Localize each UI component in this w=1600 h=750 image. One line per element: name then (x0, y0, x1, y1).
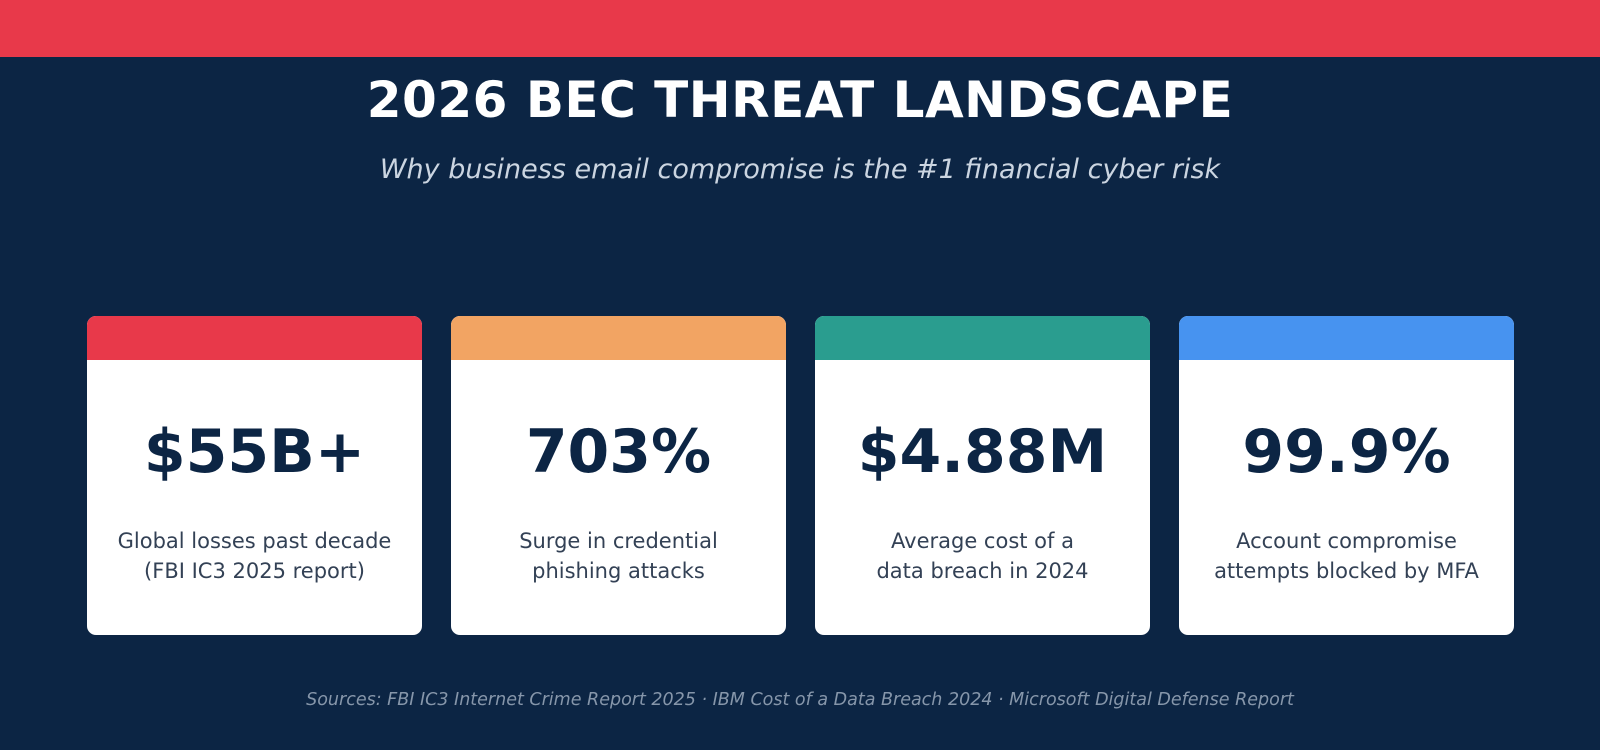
stat-description-line: Global losses past decade (117, 529, 392, 553)
stat-card-breach-cost: $4.88M Average cost of a data breach in … (815, 316, 1150, 635)
stat-value: 99.9% (1242, 417, 1451, 487)
stat-card-phishing-surge: 703% Surge in credential phishing attack… (451, 316, 786, 635)
stat-description: Global losses past decade (FBI IC3 2025 … (97, 526, 412, 586)
stat-value: $4.88M (857, 417, 1108, 487)
stat-description: Surge in credential phishing attacks (461, 526, 776, 586)
page-subtitle: Why business email compromise is the #1 … (379, 154, 1221, 185)
page-title: 2026 BEC THREAT LANDSCAPE (366, 71, 1234, 129)
sources-footer: Sources: FBI IC3 Internet Crime Report 2… (306, 690, 1294, 710)
stat-description-line: Account compromise (1236, 529, 1457, 553)
stat-description-line: phishing attacks (532, 559, 705, 583)
stat-description-line: attempts blocked by MFA (1214, 559, 1479, 583)
card-accent-bar (451, 316, 786, 360)
card-accent-bar (815, 316, 1150, 360)
stat-value: 703% (525, 417, 712, 487)
stat-description-line: Surge in credential (519, 529, 718, 553)
stat-description: Account compromise attempts blocked by M… (1189, 526, 1504, 586)
stat-card-mfa-blocked: 99.9% Account compromise attempts blocke… (1179, 316, 1514, 635)
card-accent-bar (1179, 316, 1514, 360)
stat-card-global-losses: $55B+ Global losses past decade (FBI IC3… (87, 316, 422, 635)
stat-value: $55B+ (143, 417, 366, 487)
stat-description-line: (FBI IC3 2025 report) (144, 559, 365, 583)
top-accent-bar (0, 0, 1600, 57)
stat-description-line: data breach in 2024 (876, 559, 1089, 583)
stat-description: Average cost of a data breach in 2024 (825, 526, 1140, 586)
card-accent-bar (87, 316, 422, 360)
stat-description-line: Average cost of a (891, 529, 1074, 553)
